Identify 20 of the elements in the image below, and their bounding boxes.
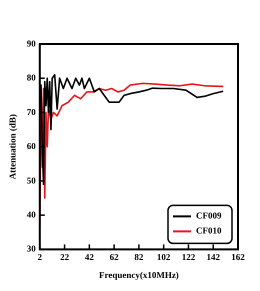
y-tick-label: 90 [26,38,36,48]
x-tick-label: 62 [110,252,120,262]
legend-label: CF009 [196,210,222,221]
x-tick-label: 42 [84,252,94,262]
x-tick-label: 22 [60,252,70,262]
y-axis-title: Attenuation (dB) [8,114,18,180]
legend-label: CF010 [196,226,222,236]
x-axis-title: Frequency(x10MHz) [98,270,179,280]
x-tick-label: 102 [156,252,171,262]
y-tick-label: 70 [26,106,36,117]
y-tick-label: 50 [26,175,36,186]
x-tick-label: 2 [38,252,43,262]
y-tick-label: 30 [26,244,36,254]
y-tick-label: 80 [26,72,36,83]
x-tick-label: 162 [231,252,246,262]
y-tick-label: 60 [26,141,36,152]
x-tick-label: 142 [206,252,220,262]
x-tick-label: 122 [182,252,196,262]
x-tick-label: 82 [134,252,144,262]
y-tick-label: 40 [26,209,36,220]
